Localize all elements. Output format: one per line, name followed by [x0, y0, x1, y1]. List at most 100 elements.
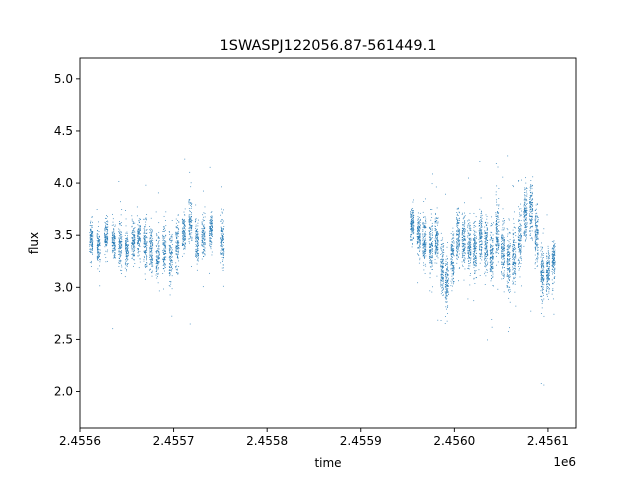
data-point	[529, 220, 531, 222]
data-point	[517, 260, 519, 261]
data-point	[445, 260, 447, 262]
data-point	[436, 246, 438, 247]
data-point	[139, 258, 141, 260]
data-point	[125, 241, 127, 243]
data-point	[222, 236, 224, 238]
data-point	[97, 252, 99, 254]
data-point	[486, 234, 488, 236]
data-point	[204, 243, 206, 244]
data-point	[525, 208, 526, 210]
data-point	[190, 227, 192, 228]
data-point	[475, 260, 477, 262]
data-point	[464, 224, 466, 226]
data-point	[91, 252, 92, 254]
data-point	[221, 240, 223, 241]
data-point	[152, 245, 154, 247]
data-point	[520, 226, 522, 228]
data-point	[196, 245, 198, 247]
data-point	[90, 222, 91, 224]
data-point	[119, 258, 120, 259]
data-point	[524, 198, 525, 200]
data-point	[158, 237, 160, 239]
data-point	[137, 232, 139, 234]
data-point	[99, 259, 101, 261]
data-point	[484, 238, 486, 239]
data-point	[525, 210, 527, 211]
data-point	[529, 207, 531, 209]
data-point	[198, 249, 199, 251]
data-point	[442, 279, 444, 281]
data-point	[508, 219, 510, 221]
data-point	[495, 232, 497, 234]
data-point	[158, 241, 159, 243]
data-point	[437, 244, 439, 246]
data-point	[150, 262, 152, 264]
data-point	[202, 223, 203, 225]
data-point	[523, 210, 525, 212]
data-point	[446, 286, 448, 288]
data-point	[458, 234, 460, 236]
data-point	[520, 240, 522, 242]
data-point	[138, 218, 140, 220]
data-point	[169, 281, 171, 282]
data-point	[441, 255, 443, 257]
data-point	[524, 205, 526, 206]
data-point	[430, 260, 432, 262]
data-point	[467, 236, 469, 238]
data-point	[440, 248, 442, 250]
data-point	[91, 250, 93, 251]
data-point	[195, 251, 197, 252]
data-point	[436, 250, 438, 251]
data-point	[169, 250, 170, 251]
data-point	[202, 224, 204, 226]
data-point	[441, 273, 443, 275]
data-point	[410, 219, 412, 221]
data-point	[474, 270, 476, 272]
data-point	[480, 235, 482, 237]
data-point	[525, 191, 527, 193]
data-point	[493, 257, 494, 259]
data-point	[222, 229, 224, 231]
data-point	[496, 185, 498, 187]
data-point	[149, 247, 151, 249]
data-point	[479, 244, 481, 246]
data-point	[463, 255, 465, 257]
data-point	[453, 270, 455, 272]
data-point	[437, 222, 439, 224]
data-point	[450, 268, 452, 270]
data-point	[503, 242, 505, 244]
data-point	[498, 243, 500, 245]
data-point	[133, 236, 135, 237]
data-point	[474, 246, 476, 248]
data-point	[450, 244, 452, 246]
data-point	[97, 245, 99, 246]
data-point	[434, 252, 436, 253]
data-point	[145, 243, 147, 244]
data-point	[113, 234, 115, 236]
data-point	[171, 250, 172, 252]
data-point	[118, 248, 120, 250]
data-point	[419, 241, 421, 243]
data-point	[105, 243, 107, 245]
data-point	[170, 264, 171, 266]
data-point	[146, 237, 148, 239]
data-point	[441, 253, 443, 254]
data-point	[121, 237, 123, 239]
data-point	[210, 227, 211, 229]
data-point	[189, 216, 191, 218]
data-point	[501, 235, 502, 237]
data-point	[480, 213, 482, 214]
data-point	[492, 247, 493, 249]
data-point	[445, 263, 447, 265]
data-point	[412, 220, 414, 222]
data-point	[502, 246, 504, 248]
data-point	[519, 212, 520, 214]
data-point	[452, 231, 454, 233]
data-point	[513, 263, 514, 265]
data-point	[104, 239, 106, 241]
data-point	[114, 236, 116, 238]
data-point	[487, 228, 489, 230]
data-point	[194, 221, 196, 223]
data-point	[424, 245, 426, 247]
data-point	[520, 250, 522, 252]
